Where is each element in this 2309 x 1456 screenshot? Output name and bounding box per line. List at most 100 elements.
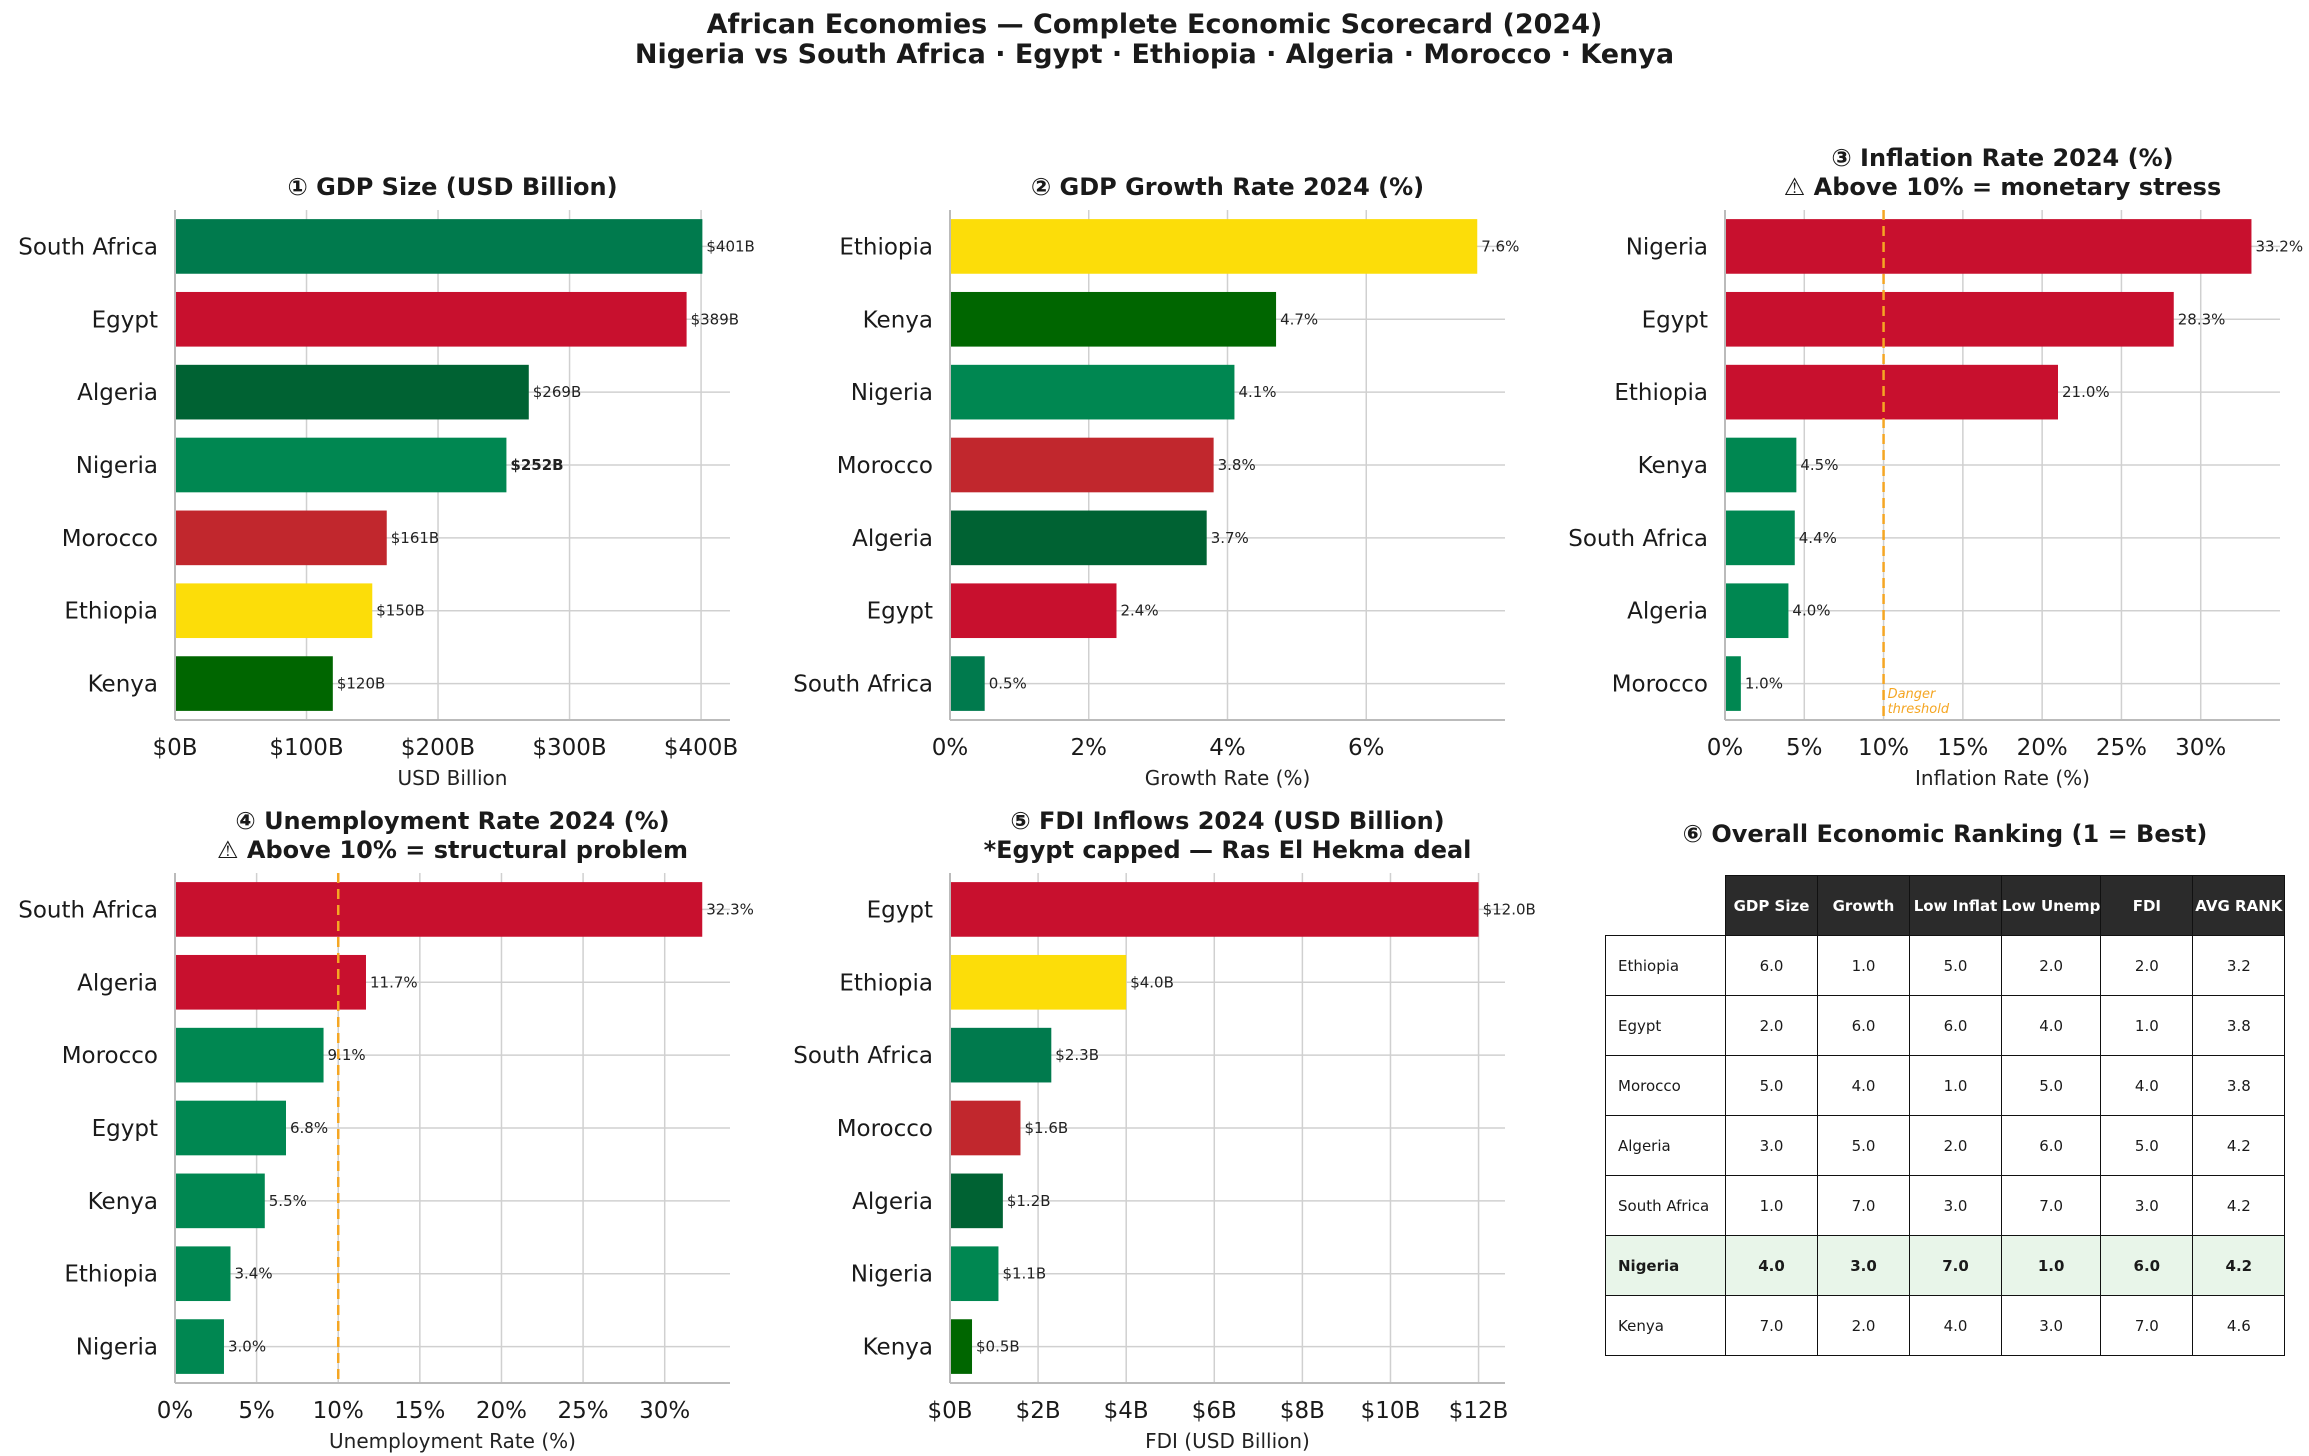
table-cell: 1.0	[1725, 1175, 1818, 1236]
figure-title: African Economies — Complete Economic Sc…	[706, 9, 1603, 40]
x-tick-label: $0B	[927, 1398, 972, 1424]
category-label: Nigeria	[1626, 234, 1708, 260]
bar	[175, 1246, 231, 1302]
bar	[1725, 364, 2058, 420]
category-label: Morocco	[62, 526, 158, 552]
table-cell: 4.6	[2192, 1295, 2286, 1356]
category-label: Kenya	[1638, 453, 1708, 479]
x-axis-label: USD Billion	[398, 766, 508, 790]
bar	[950, 583, 1117, 639]
value-label: $1.1B	[1002, 1265, 1046, 1283]
value-label: $269B	[533, 383, 581, 401]
table-cell: 3.0	[2100, 1175, 2194, 1236]
category-label: Algeria	[77, 970, 158, 996]
row-label: Ethiopia	[1605, 935, 1726, 996]
value-label: $1.2B	[1007, 1192, 1051, 1210]
bar	[950, 1246, 999, 1302]
category-label: Ethiopia	[64, 599, 158, 625]
x-tick-label: 2%	[1071, 735, 1108, 761]
value-label: 32.3%	[706, 900, 754, 918]
category-label: Morocco	[837, 453, 933, 479]
category-label: Egypt	[92, 1116, 158, 1142]
bar	[175, 656, 333, 711]
column-header: AVG RANK	[2192, 875, 2286, 936]
unemployment-chart: 32.3% South Africa 11.7% Algeria 9.1% Morocco…	[18, 807, 754, 1453]
category-label: South Africa	[18, 897, 158, 923]
table-cell: 3.2	[2192, 935, 2286, 996]
value-label: $150B	[376, 602, 424, 620]
category-label: Algeria	[1627, 599, 1708, 625]
x-tick-label: $200B	[401, 735, 475, 761]
chart-subtitle: *Egypt capped — Ras El Hekma deal	[984, 836, 1472, 864]
bar	[950, 882, 1479, 937]
bar	[950, 1319, 973, 1374]
bar	[950, 1027, 1052, 1083]
category-label: Algeria	[852, 526, 933, 552]
ranking-header-row: GDP Size Growth Low Inflat Low Unemp FDI…	[1605, 875, 2286, 936]
table-cell: 4.0	[1725, 1235, 1818, 1296]
bar	[950, 364, 1235, 420]
threshold-label: threshold	[1888, 702, 1950, 717]
value-label: 6.8%	[290, 1119, 328, 1137]
category-label: Egypt	[867, 897, 933, 923]
column-header: GDP Size	[1725, 875, 1818, 936]
table-cell: 5.0	[1817, 1115, 1910, 1176]
bar	[175, 1173, 265, 1229]
category-label: Morocco	[62, 1043, 158, 1069]
bar	[175, 583, 373, 639]
category-label: South Africa	[18, 234, 158, 260]
row-label: Nigeria	[1605, 1235, 1726, 1296]
table-corner-cell	[1605, 875, 1726, 936]
category-label: Kenya	[88, 1189, 158, 1215]
value-label: $4.0B	[1130, 973, 1174, 991]
table-cell: 5.0	[2100, 1115, 2194, 1176]
table-cell: 7.0	[2000, 1175, 2102, 1236]
bar	[175, 291, 687, 347]
bar	[175, 954, 366, 1010]
x-tick-label: 25%	[2096, 735, 2147, 761]
value-label: 2.4%	[1121, 602, 1159, 620]
bar	[175, 510, 387, 566]
category-label: South Africa	[793, 1043, 933, 1069]
table-cell: 2.0	[1725, 995, 1818, 1056]
bar	[1725, 656, 1741, 711]
bar	[1725, 510, 1795, 566]
table-row: South Africa 1.0 7.0 3.0 7.0 3.0 4.2	[1605, 1175, 2286, 1236]
category-label: Algeria	[852, 1189, 933, 1215]
bar	[950, 291, 1277, 347]
x-tick-label: 25%	[558, 1398, 609, 1424]
chart-title: ② GDP Growth Rate 2024 (%)	[1031, 173, 1424, 201]
row-label: Egypt	[1605, 995, 1726, 1056]
value-label: $401B	[706, 237, 754, 255]
value-label: $0.5B	[976, 1338, 1020, 1356]
value-label: 28.3%	[2178, 310, 2226, 328]
category-label: Ethiopia	[1614, 380, 1708, 406]
table-cell: 5.0	[1725, 1055, 1818, 1116]
bar	[950, 1173, 1003, 1229]
table-cell: 4.0	[2000, 995, 2102, 1056]
table-cell: 3.0	[1725, 1115, 1818, 1176]
value-label: $389B	[691, 310, 739, 328]
fdi-chart: $12.0B Egypt $4.0B Ethiopia $2.3B South Afric…	[793, 807, 1536, 1453]
x-tick-label: $12B	[1449, 1398, 1509, 1424]
table-cell: 1.0	[2000, 1235, 2102, 1296]
value-label: $252B	[510, 456, 563, 474]
table-cell: 7.0	[2100, 1295, 2194, 1356]
column-header: FDI	[2100, 875, 2194, 936]
chart-title: ① GDP Size (USD Billion)	[287, 173, 617, 201]
value-label: 3.8%	[1218, 456, 1256, 474]
table-cell: 4.0	[1817, 1055, 1910, 1116]
bar	[175, 1319, 224, 1374]
x-tick-label: $10B	[1361, 1398, 1421, 1424]
table-cell: 6.0	[2000, 1115, 2102, 1176]
x-tick-label: 30%	[2175, 735, 2226, 761]
table-cell: 1.0	[2100, 995, 2194, 1056]
row-label: Kenya	[1605, 1295, 1726, 1356]
bar	[950, 656, 985, 711]
growth-chart: 7.6% Ethiopia 4.7% Kenya 4.1% Nigeria 3.8% Moro…	[793, 173, 1519, 790]
x-tick-label: 10%	[1858, 735, 1909, 761]
table-cell: 6.0	[1817, 995, 1910, 1056]
bar	[175, 219, 703, 274]
bar	[950, 510, 1207, 566]
